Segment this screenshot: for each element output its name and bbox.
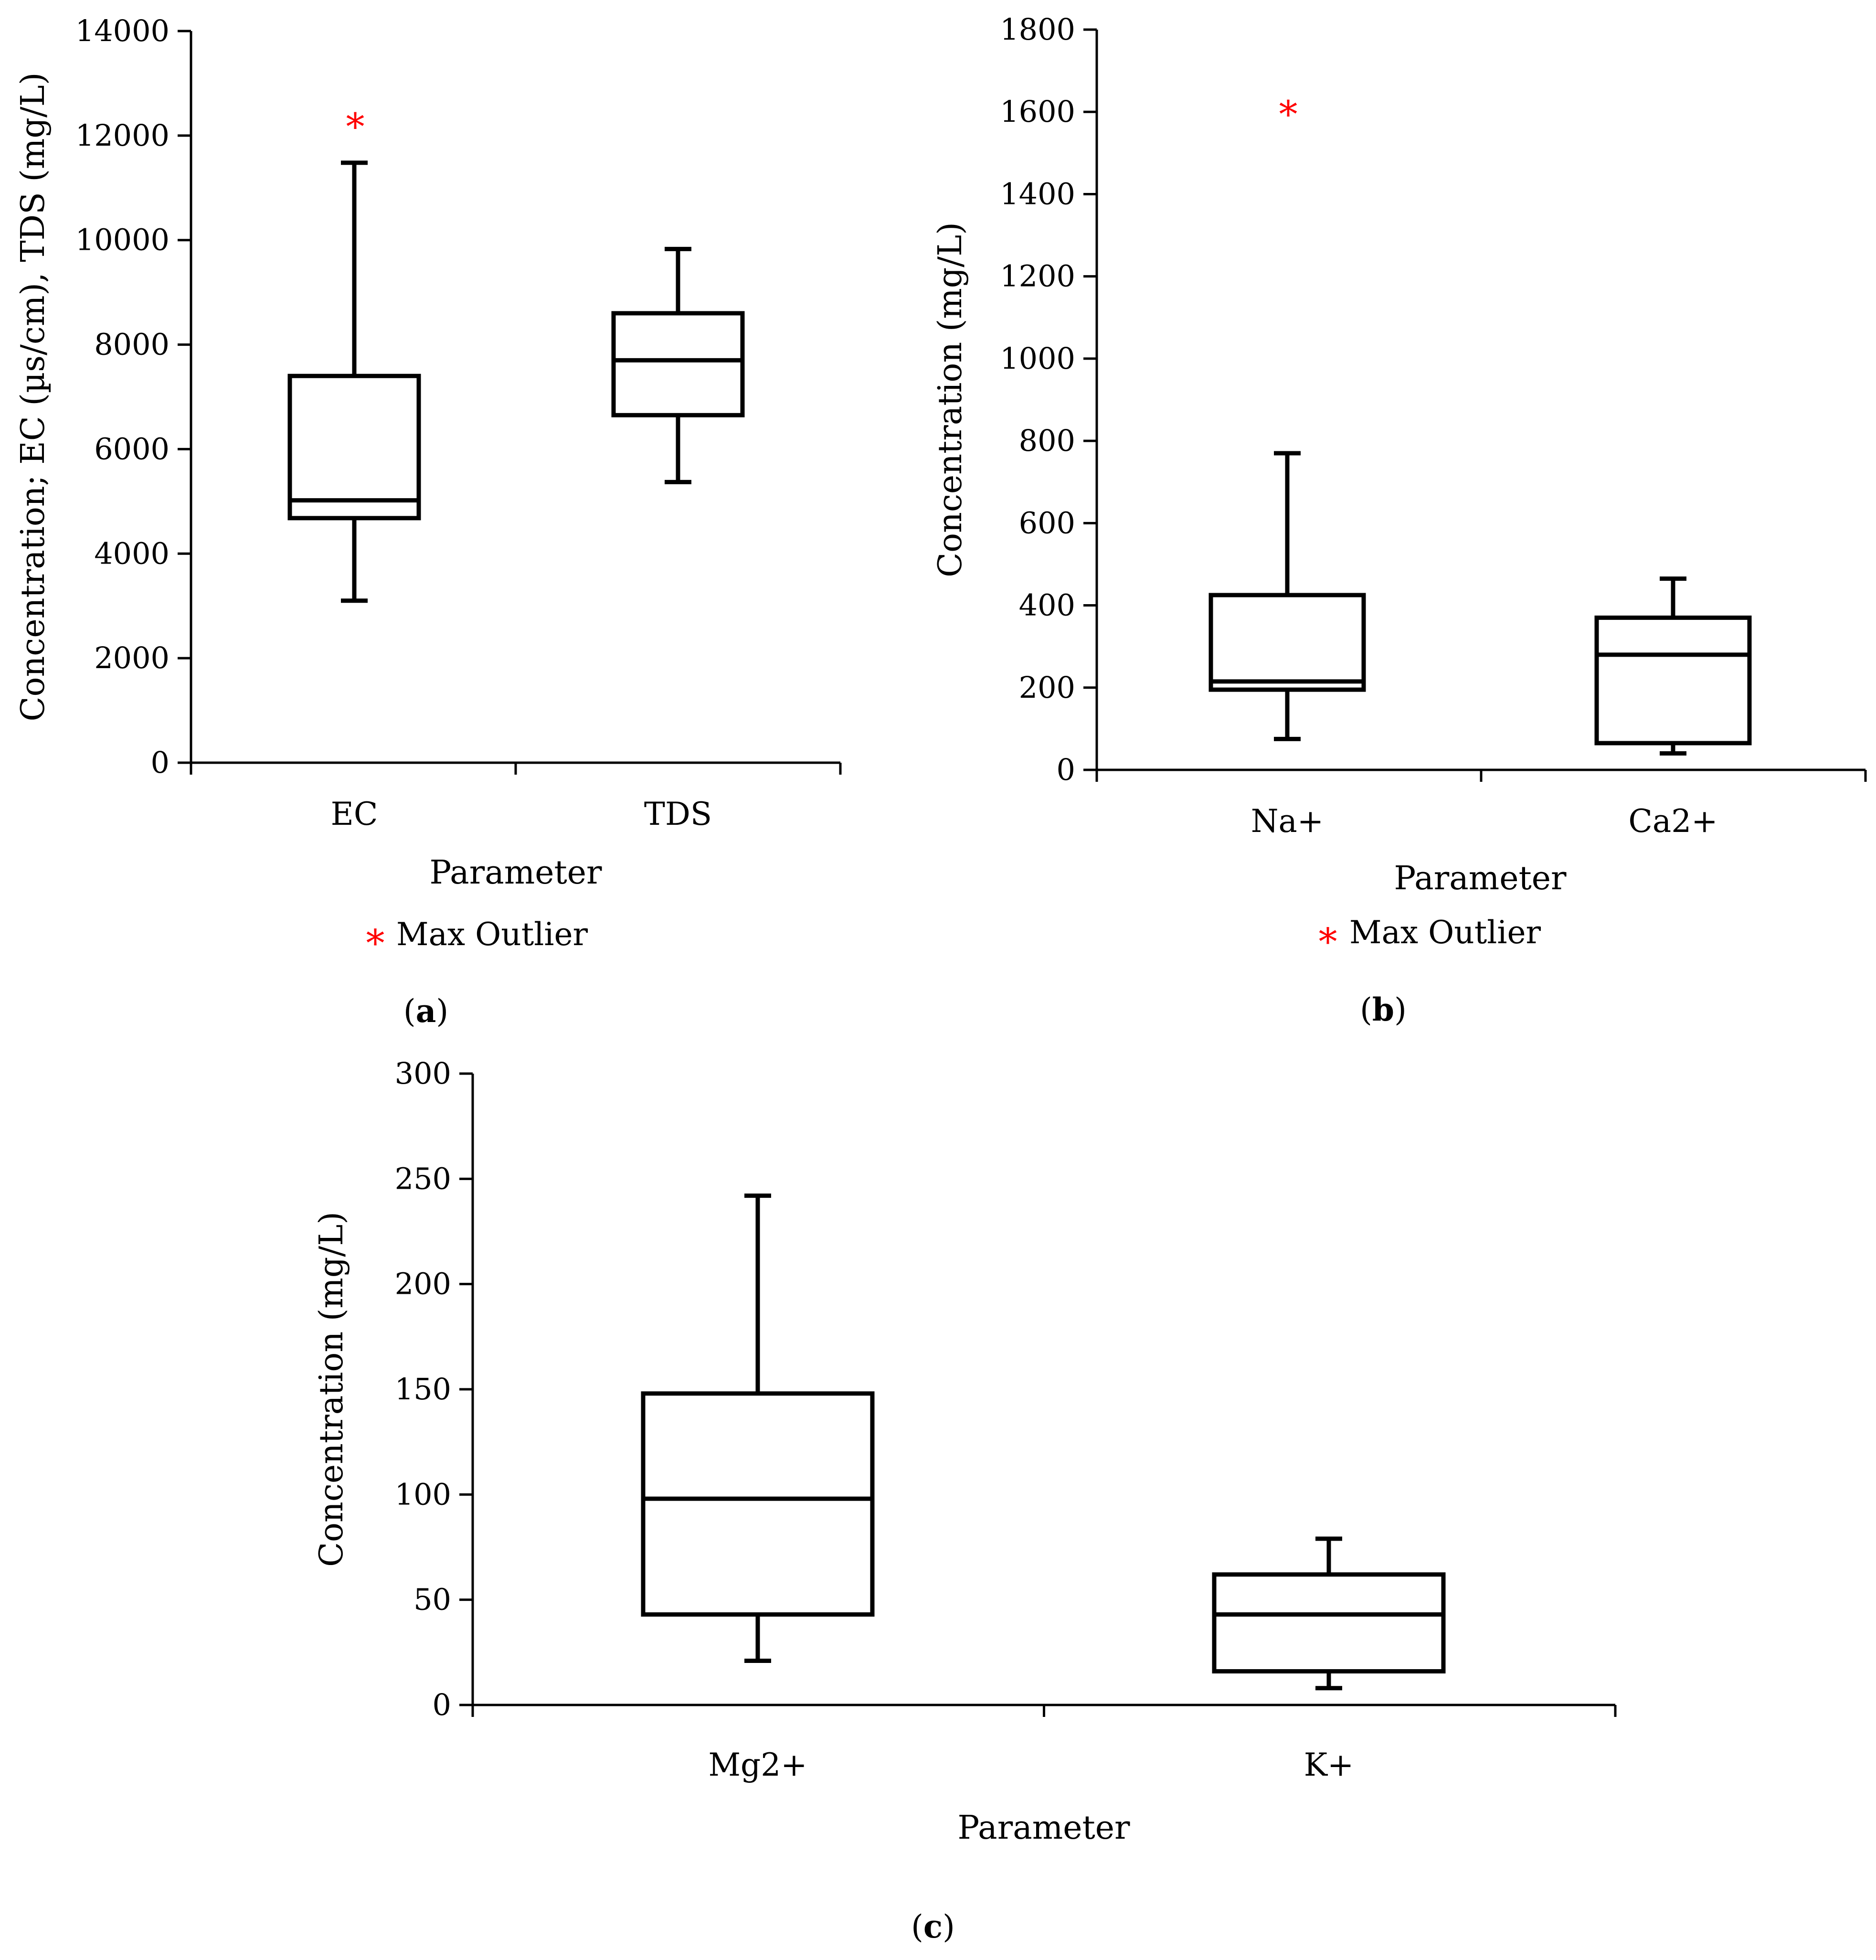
- x-category-label: K+: [1304, 1747, 1354, 1783]
- y-tick-label: 250: [395, 1161, 451, 1196]
- panel-label-close-paren: ): [1394, 991, 1407, 1028]
- y-tick-label: 1200: [1000, 259, 1075, 294]
- y-tick-label: 100: [395, 1477, 451, 1512]
- x-category-label: EC: [331, 796, 378, 832]
- iqr-box: [1212, 1572, 1446, 1673]
- panel-label-open-paren: (: [1360, 991, 1372, 1028]
- x-axis-title: Parameter: [1394, 860, 1567, 897]
- iqr-box: [611, 311, 745, 417]
- y-tick-label: 8000: [94, 327, 170, 362]
- y-tick-label: 1400: [1000, 176, 1075, 211]
- y-axis-title: Concentration (mg/L): [932, 222, 969, 577]
- y-tick-label: 150: [395, 1372, 451, 1406]
- y-tick-label: 1800: [1000, 12, 1075, 47]
- y-tick-label: 10000: [75, 223, 170, 257]
- iqr-box: [1208, 593, 1366, 692]
- panel-label-letter: c: [923, 1908, 943, 1945]
- x-category-label: Ca2+: [1628, 803, 1717, 840]
- y-tick-label: 0: [1057, 752, 1075, 787]
- max-outlier-marker: *: [1279, 93, 1298, 136]
- legend-outlier-marker: *: [1319, 921, 1337, 964]
- y-tick-label: 800: [1019, 423, 1075, 458]
- y-tick-label: 600: [1019, 505, 1075, 540]
- x-axis-title: Parameter: [429, 854, 602, 892]
- iqr-box: [1594, 615, 1752, 746]
- panel-label-letter: a: [416, 992, 436, 1030]
- x-category-label: Na+: [1251, 803, 1324, 840]
- legend-label: Max Outlier: [1349, 914, 1541, 951]
- y-tick-label: 12000: [75, 118, 170, 153]
- y-tick-label: 2000: [94, 640, 170, 675]
- y-tick-label: 6000: [94, 431, 170, 466]
- panel-c-chart: 0 50 100 150 200 250 300 Mg2+ K+ Parameter Concent…: [313, 1056, 1617, 1945]
- legend-outlier-marker: *: [366, 922, 385, 965]
- panel-label: (a): [403, 992, 448, 1030]
- x-category-label: TDS: [644, 796, 712, 832]
- y-tick-label: 50: [413, 1582, 451, 1617]
- legend-label: Max Outlier: [396, 916, 588, 953]
- y-tick-label: 0: [151, 745, 170, 780]
- panel-label-letter: b: [1372, 991, 1394, 1028]
- panel-a-chart: 0 2000 4000 6000 8000 10000 12000 14000 * EC TDS Pa…: [14, 13, 842, 1030]
- panel-b-chart: 0 200 400 600 800 1000 1200 1400 1600 1800 * Na+ Ca2…: [932, 12, 1867, 1028]
- y-tick-label: 0: [433, 1687, 451, 1722]
- x-axis-title: Parameter: [957, 1809, 1130, 1847]
- max-outlier-marker: *: [346, 106, 365, 149]
- y-tick-label: 1600: [1000, 94, 1075, 129]
- iqr-box: [287, 373, 421, 521]
- y-axis-title: Concentration (mg/L): [313, 1212, 350, 1567]
- panel-label-open-paren: (: [403, 993, 416, 1030]
- y-tick-label: 4000: [94, 536, 170, 571]
- panel-label: (c): [911, 1908, 955, 1945]
- panel-label: (b): [1360, 991, 1407, 1028]
- y-tick-label: 300: [395, 1056, 451, 1091]
- panel-label-close-paren: ): [943, 1908, 955, 1945]
- y-axis-title: Concentration; EC (µs/cm), TDS (mg/L): [14, 73, 52, 722]
- y-tick-label: 1000: [1000, 341, 1075, 376]
- y-tick-label: 14000: [75, 13, 170, 48]
- iqr-box: [641, 1391, 875, 1617]
- x-category-label: Mg2+: [708, 1747, 807, 1783]
- panel-label-close-paren: ): [436, 993, 448, 1030]
- y-tick-label: 200: [395, 1267, 451, 1301]
- y-tick-label: 200: [1019, 670, 1075, 705]
- y-tick-label: 400: [1019, 588, 1075, 623]
- panel-label-open-paren: (: [911, 1908, 923, 1945]
